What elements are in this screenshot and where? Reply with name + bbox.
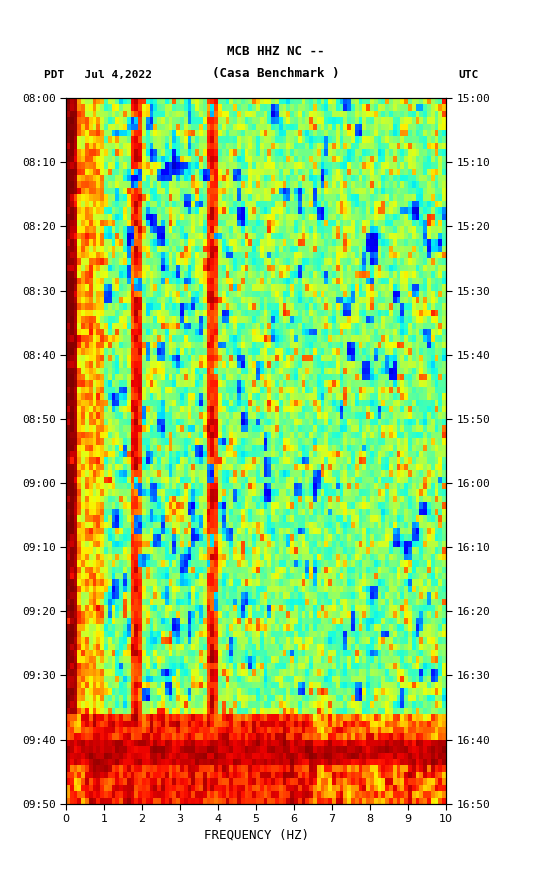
X-axis label: FREQUENCY (HZ): FREQUENCY (HZ) xyxy=(204,829,309,841)
Text: USGS: USGS xyxy=(14,17,41,28)
Text: UTC: UTC xyxy=(458,71,479,80)
Text: MCB HHZ NC --: MCB HHZ NC -- xyxy=(227,45,325,58)
Text: PDT   Jul 4,2022: PDT Jul 4,2022 xyxy=(44,71,152,80)
Text: (Casa Benchmark ): (Casa Benchmark ) xyxy=(213,67,339,80)
